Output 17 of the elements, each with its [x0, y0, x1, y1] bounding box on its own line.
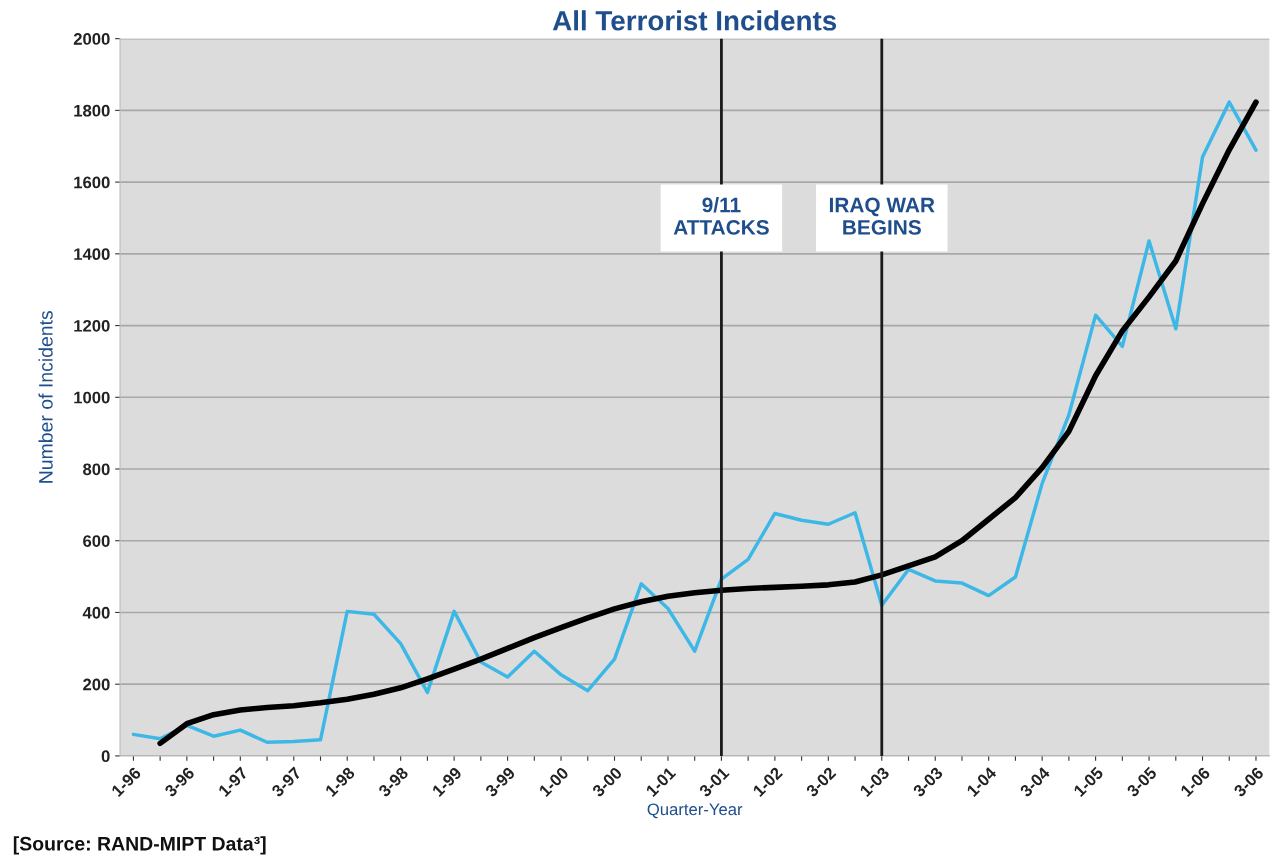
y-tick-label: 200 [83, 678, 110, 691]
y-tick-label: 800 [83, 463, 110, 476]
ref-line-label: IRAQ WAR BEGINS [829, 197, 935, 235]
chart-title: All Terrorist Incidents [552, 10, 837, 31]
y-tick-label: 400 [82, 606, 110, 619]
x-axis-title: Quarter-Year [647, 803, 743, 819]
y-tick-label: 0 [101, 750, 110, 763]
y-tick-label: 1000 [74, 391, 110, 404]
y-tick-label: 2000 [73, 33, 110, 45]
y-axis-title: Number of Incidents [38, 310, 53, 483]
y-tick-label: 600 [83, 535, 110, 547]
y-tick-label: 1800 [74, 104, 110, 117]
text: [Source: RAND-MIPT Data³] [13, 836, 266, 855]
y-tick-label: 1200 [74, 319, 110, 332]
ref-line-label: 9/11 ATTACKS [673, 197, 769, 235]
y-tick-label: 1600 [74, 176, 110, 189]
y-tick-label: 1400 [74, 248, 110, 261]
